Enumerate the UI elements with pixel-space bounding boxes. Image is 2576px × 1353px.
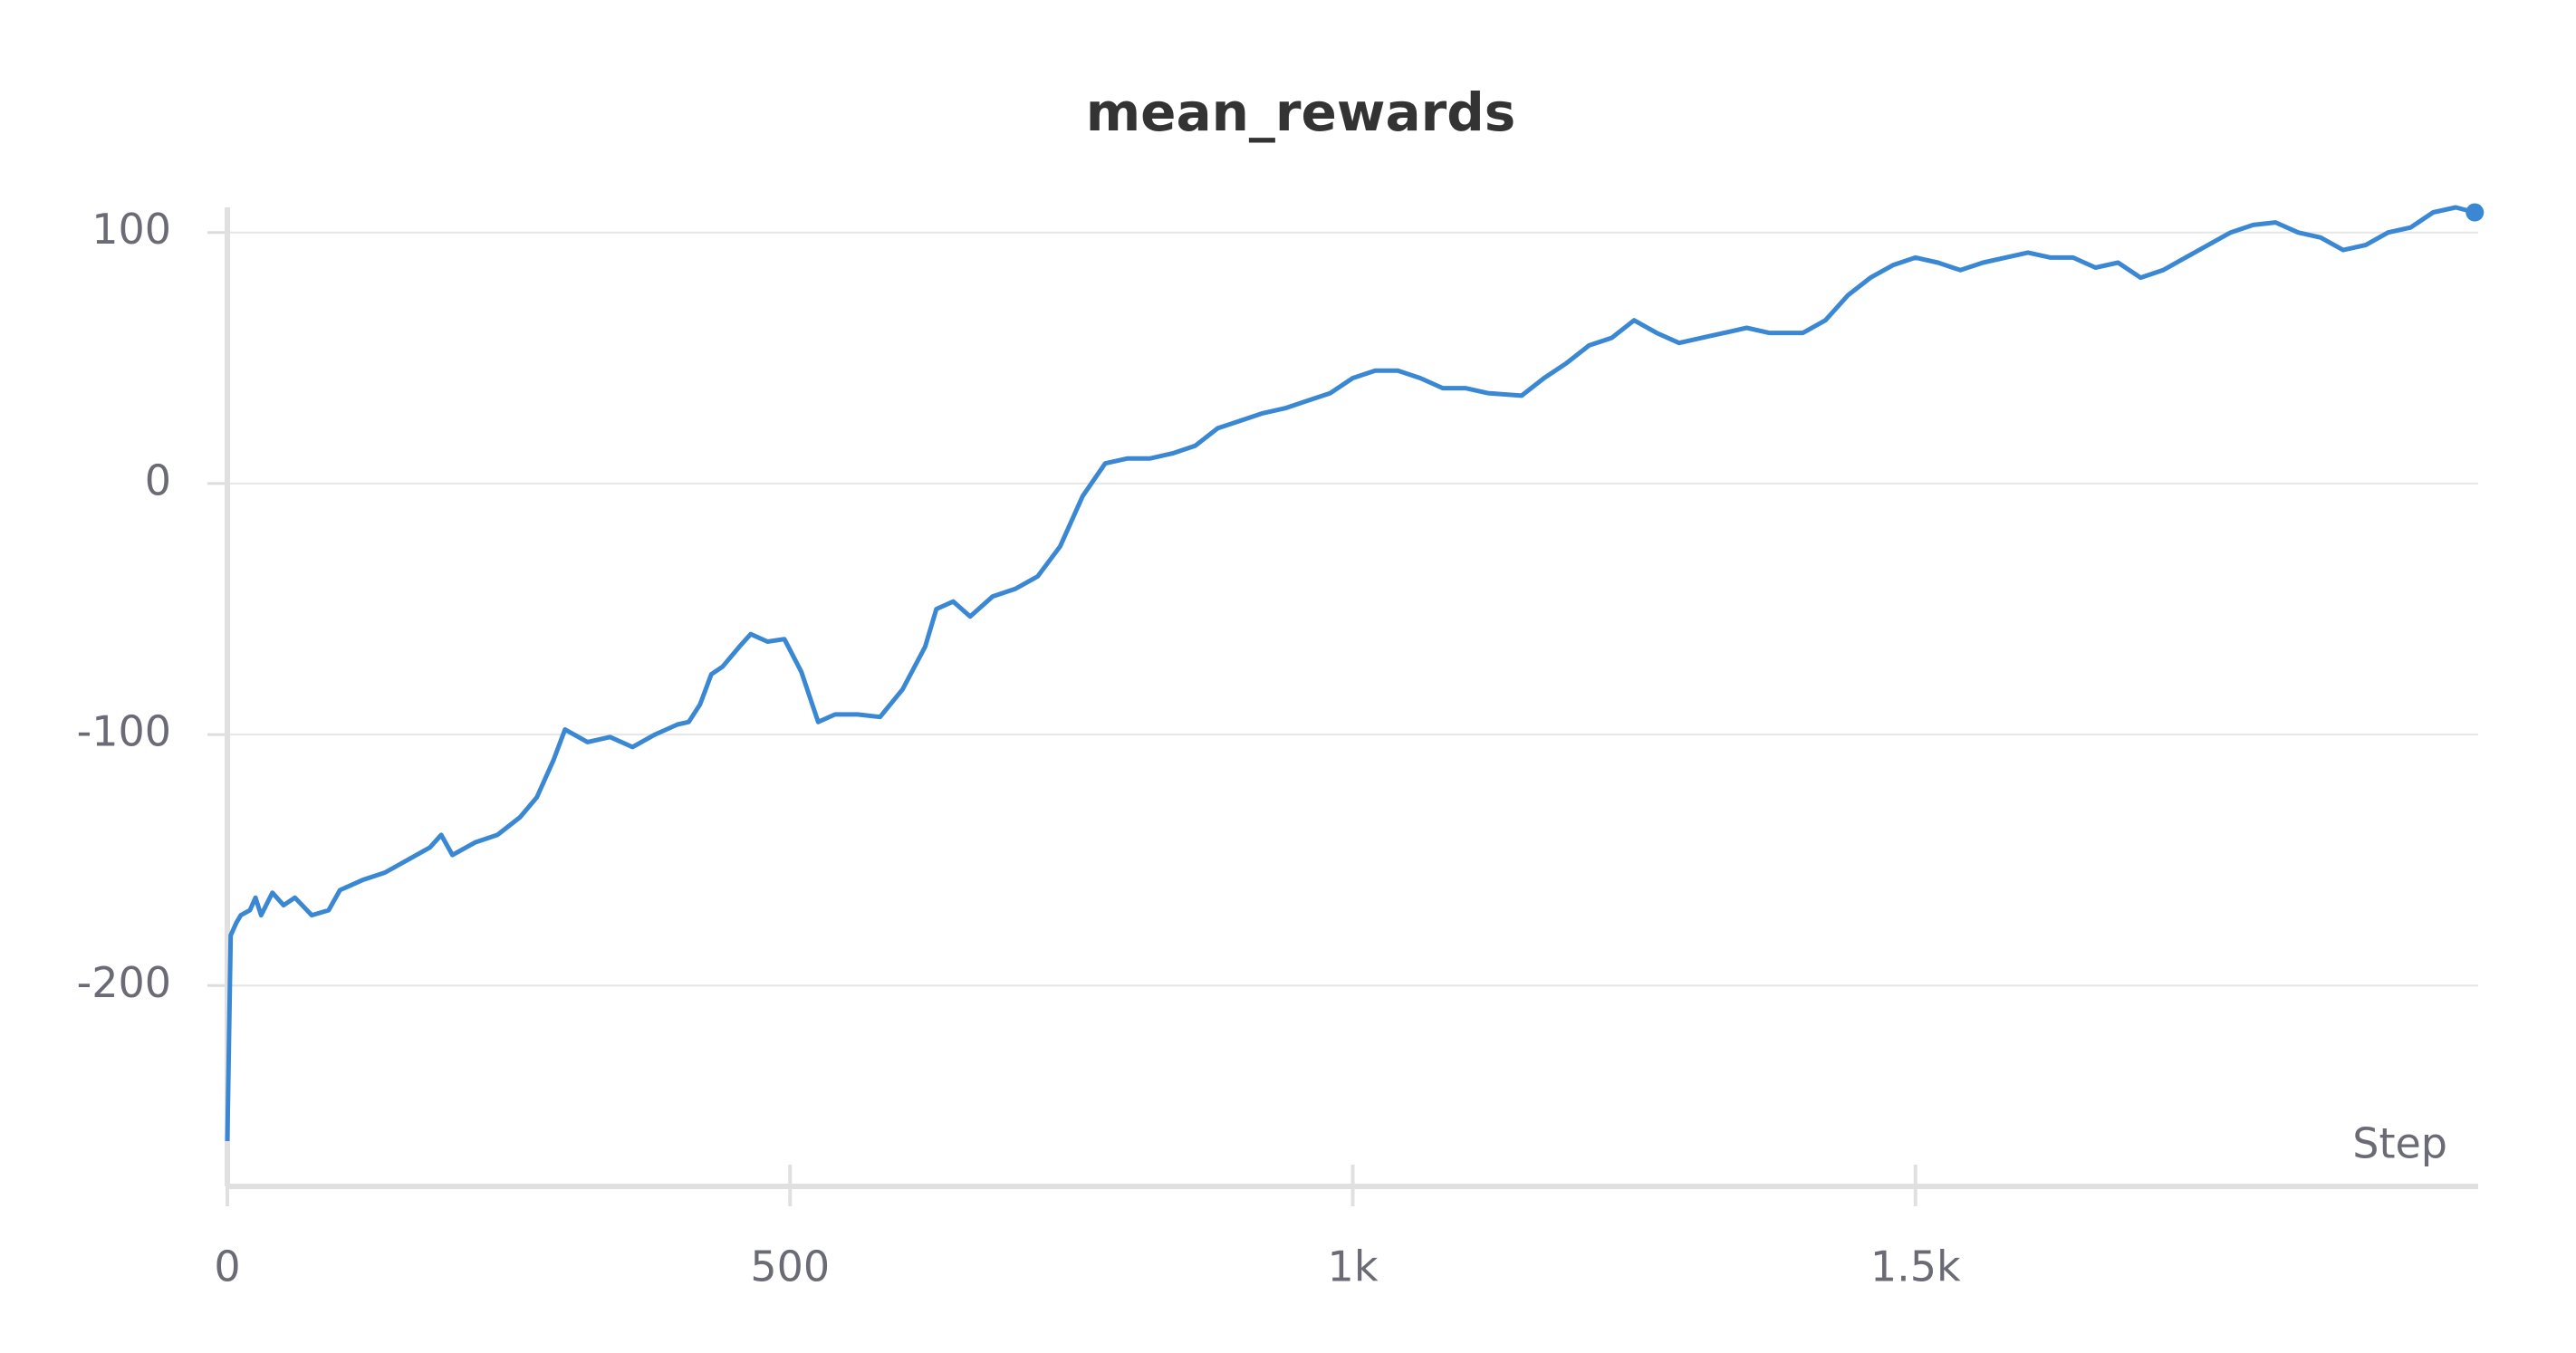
- y-tick-label: 0: [145, 456, 171, 504]
- x-tick-label: 1.5k: [1870, 1243, 1961, 1291]
- x-tick-label: 500: [750, 1243, 830, 1291]
- y-tick-label: 100: [91, 205, 171, 254]
- line: [225, 205, 2475, 1142]
- x-tick-label: 1k: [1328, 1243, 1379, 1291]
- chart-title: mean_rewards: [1086, 82, 1516, 143]
- y-tick-label: -200: [77, 958, 171, 1007]
- y-tick-label: -100: [77, 707, 171, 756]
- end-point: [2465, 203, 2485, 222]
- x-axis-label: Step: [2352, 1119, 2447, 1168]
- x-tick-label: 0: [214, 1243, 240, 1291]
